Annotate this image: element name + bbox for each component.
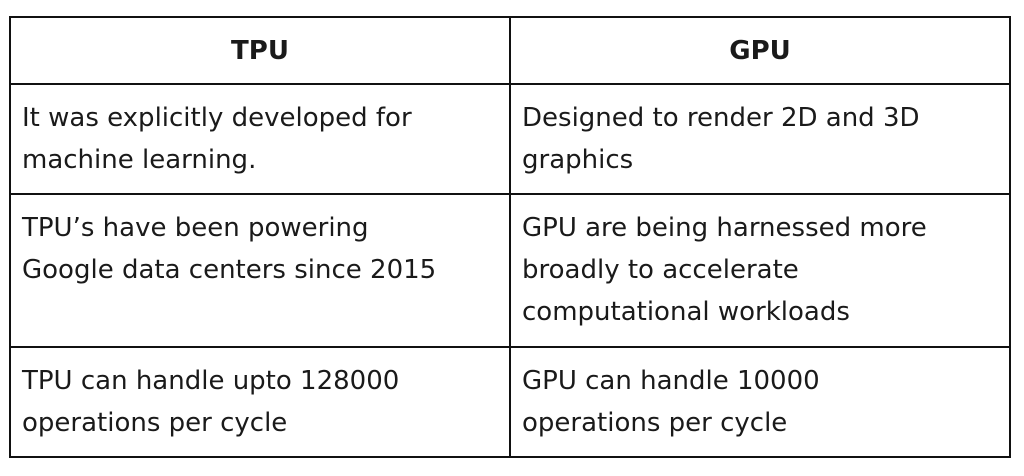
column-header-tpu: TPU — [9, 16, 511, 85]
cell-text: Designed to render 2D and 3D graphics — [522, 103, 920, 175]
table-row: TPU can handle upto 128000 operations pe… — [9, 346, 1011, 458]
table-cell-gpu: GPU are being harnessed more broadly to … — [509, 193, 1011, 348]
header-row: TPU GPU — [9, 16, 1011, 85]
cell-text: TPU’s have been powering Google data cen… — [22, 213, 437, 285]
column-header-gpu: GPU — [509, 16, 1011, 85]
table-row: TPU’s have been powering Google data cen… — [9, 193, 1011, 348]
cell-text: GPU are being harnessed more broadly to … — [522, 213, 927, 327]
comparison-table: TPU GPU It was explicitly developed for … — [9, 16, 1011, 458]
table-cell-gpu: GPU can handle 10000 operations per cycl… — [509, 346, 1011, 458]
table-cell-tpu: TPU’s have been powering Google data cen… — [9, 193, 511, 348]
cell-text: TPU can handle upto 128000 operations pe… — [22, 366, 400, 438]
cell-text: It was explicitly developed for machine … — [22, 103, 412, 175]
table-cell-gpu: Designed to render 2D and 3D graphics — [509, 83, 1011, 195]
table-row: It was explicitly developed for machine … — [9, 83, 1011, 195]
table-cell-tpu: It was explicitly developed for machine … — [9, 83, 511, 195]
table-cell-tpu: TPU can handle upto 128000 operations pe… — [9, 346, 511, 458]
cell-text: GPU can handle 10000 operations per cycl… — [522, 366, 820, 438]
